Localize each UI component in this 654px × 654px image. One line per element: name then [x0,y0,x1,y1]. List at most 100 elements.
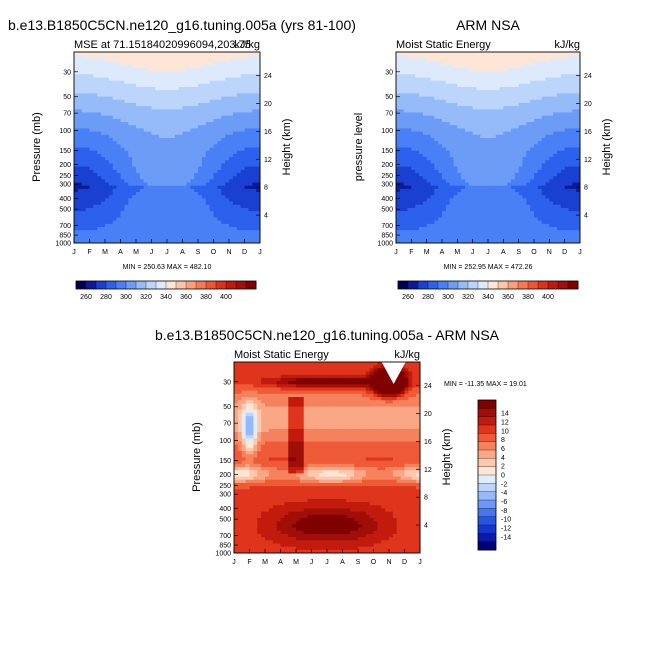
panel-obs-cell [557,147,562,152]
panel-model-cell [236,109,242,113]
panel-obs-cell [499,157,504,161]
panel-model-cell [93,131,98,136]
panel-model-cell [213,185,218,190]
panel-model-cell [232,64,238,69]
panel-obs-cell [522,166,527,171]
panel-model-cell [163,141,168,145]
panel-model-cell [182,227,187,231]
panel-model-cell [143,71,149,75]
panel-model-cell [190,207,195,212]
panel-model-colorbar-label: 320 [140,294,152,301]
panel-obs-cell [534,122,539,126]
panel-model-cell [136,102,141,107]
panel-model-cell [256,217,261,222]
panel-model-cell [81,52,87,56]
panel-obs-cell [534,153,539,158]
panel-model-cell [190,71,195,75]
panel-obs-cell [449,87,454,91]
panel-model-cell [244,52,249,56]
panel-model-cell [108,61,114,66]
panel-model-cell [77,137,83,142]
panel-model-cell [74,74,79,78]
panel-obs-cell [495,163,500,168]
panel-model-cell [256,67,261,72]
panel-model-cell [93,233,98,238]
panel-obs-cell [484,83,489,88]
panel-model-cell [244,153,249,158]
panel-model-cell [209,166,215,171]
panel-obs-cell [541,77,546,82]
panel-obs-cell [449,122,454,126]
panel-model-cell [170,74,176,78]
panel-obs-cell [399,87,405,91]
panel-obs-cell [572,96,577,101]
panel-model-cell [97,239,102,244]
panel-model-cell [178,61,184,66]
panel-model-cell [240,185,246,190]
panel-model-cell [77,179,83,184]
panel-model-cell [225,96,230,101]
panel-model-cell [201,67,207,72]
panel-obs-cell [403,137,408,142]
panel-obs-cell [453,80,458,85]
panel-model-cell [205,160,211,164]
panel-model-cell [124,211,129,215]
panel-model-cell [159,112,164,117]
panel-model-xtick-label: D [242,249,247,256]
panel-model-cell [136,185,141,190]
panel-obs-cell [507,90,512,94]
panel-obs-cell [442,115,447,120]
panel-model-cell [120,144,125,148]
panel-model-cell [170,204,176,209]
panel-model-cell [229,179,234,184]
panel-model-cell [74,150,79,155]
panel-model-cell [159,109,164,113]
panel-obs-cell [396,131,401,136]
panel-obs-cell [491,153,497,158]
panel-model-cell [136,134,141,139]
panel-model-cell [116,227,122,231]
panel-model-cell [182,118,187,123]
panel-model-cell [101,192,106,196]
panel-obs-cell [576,93,581,98]
panel-model-cell [209,172,215,177]
panel-model-cell [232,169,238,174]
panel-obs-cell [499,163,504,168]
panel-obs-cell [534,67,539,72]
panel-obs-cell [476,118,481,123]
panel-obs-cell [564,118,569,123]
panel-obs-cell [491,115,497,120]
panel-model-cell [116,115,122,120]
panel-model-cell [244,67,249,72]
panel-obs-cell [560,150,566,155]
panel-model-cell [132,87,137,91]
panel-model-cell [151,87,156,91]
panel-obs-cell [468,80,474,85]
panel-model-cell [256,211,261,215]
panel-model-cell [97,74,102,78]
panel-obs-cell [415,80,420,85]
panel-model-cell [108,83,114,88]
panel-obs-cell [553,134,558,139]
panel-model-cell [85,169,91,174]
panel-obs-cell [522,67,527,72]
panel-model-cell [186,150,191,155]
panel-obs-cell [468,112,474,117]
panel-obs-cell [426,61,431,66]
panel-obs-cell [491,169,497,174]
panel-model-cell [170,176,176,180]
panel-model-cell [182,236,187,241]
panel-obs-cell [445,141,451,145]
panel-obs-cell [403,172,408,177]
panel-model-cell [236,239,242,244]
panel-model-cell [170,96,176,101]
panel-model-cell [198,106,203,110]
panel-model-cell [232,166,238,171]
panel-model-cell [132,90,137,94]
panel-obs-cell [507,137,512,142]
panel-model-cell [101,131,106,136]
panel-obs-cell [503,134,508,139]
panel-obs-cell [476,93,481,98]
panel-obs-cell [442,74,447,78]
panel-obs-cell [396,90,401,94]
